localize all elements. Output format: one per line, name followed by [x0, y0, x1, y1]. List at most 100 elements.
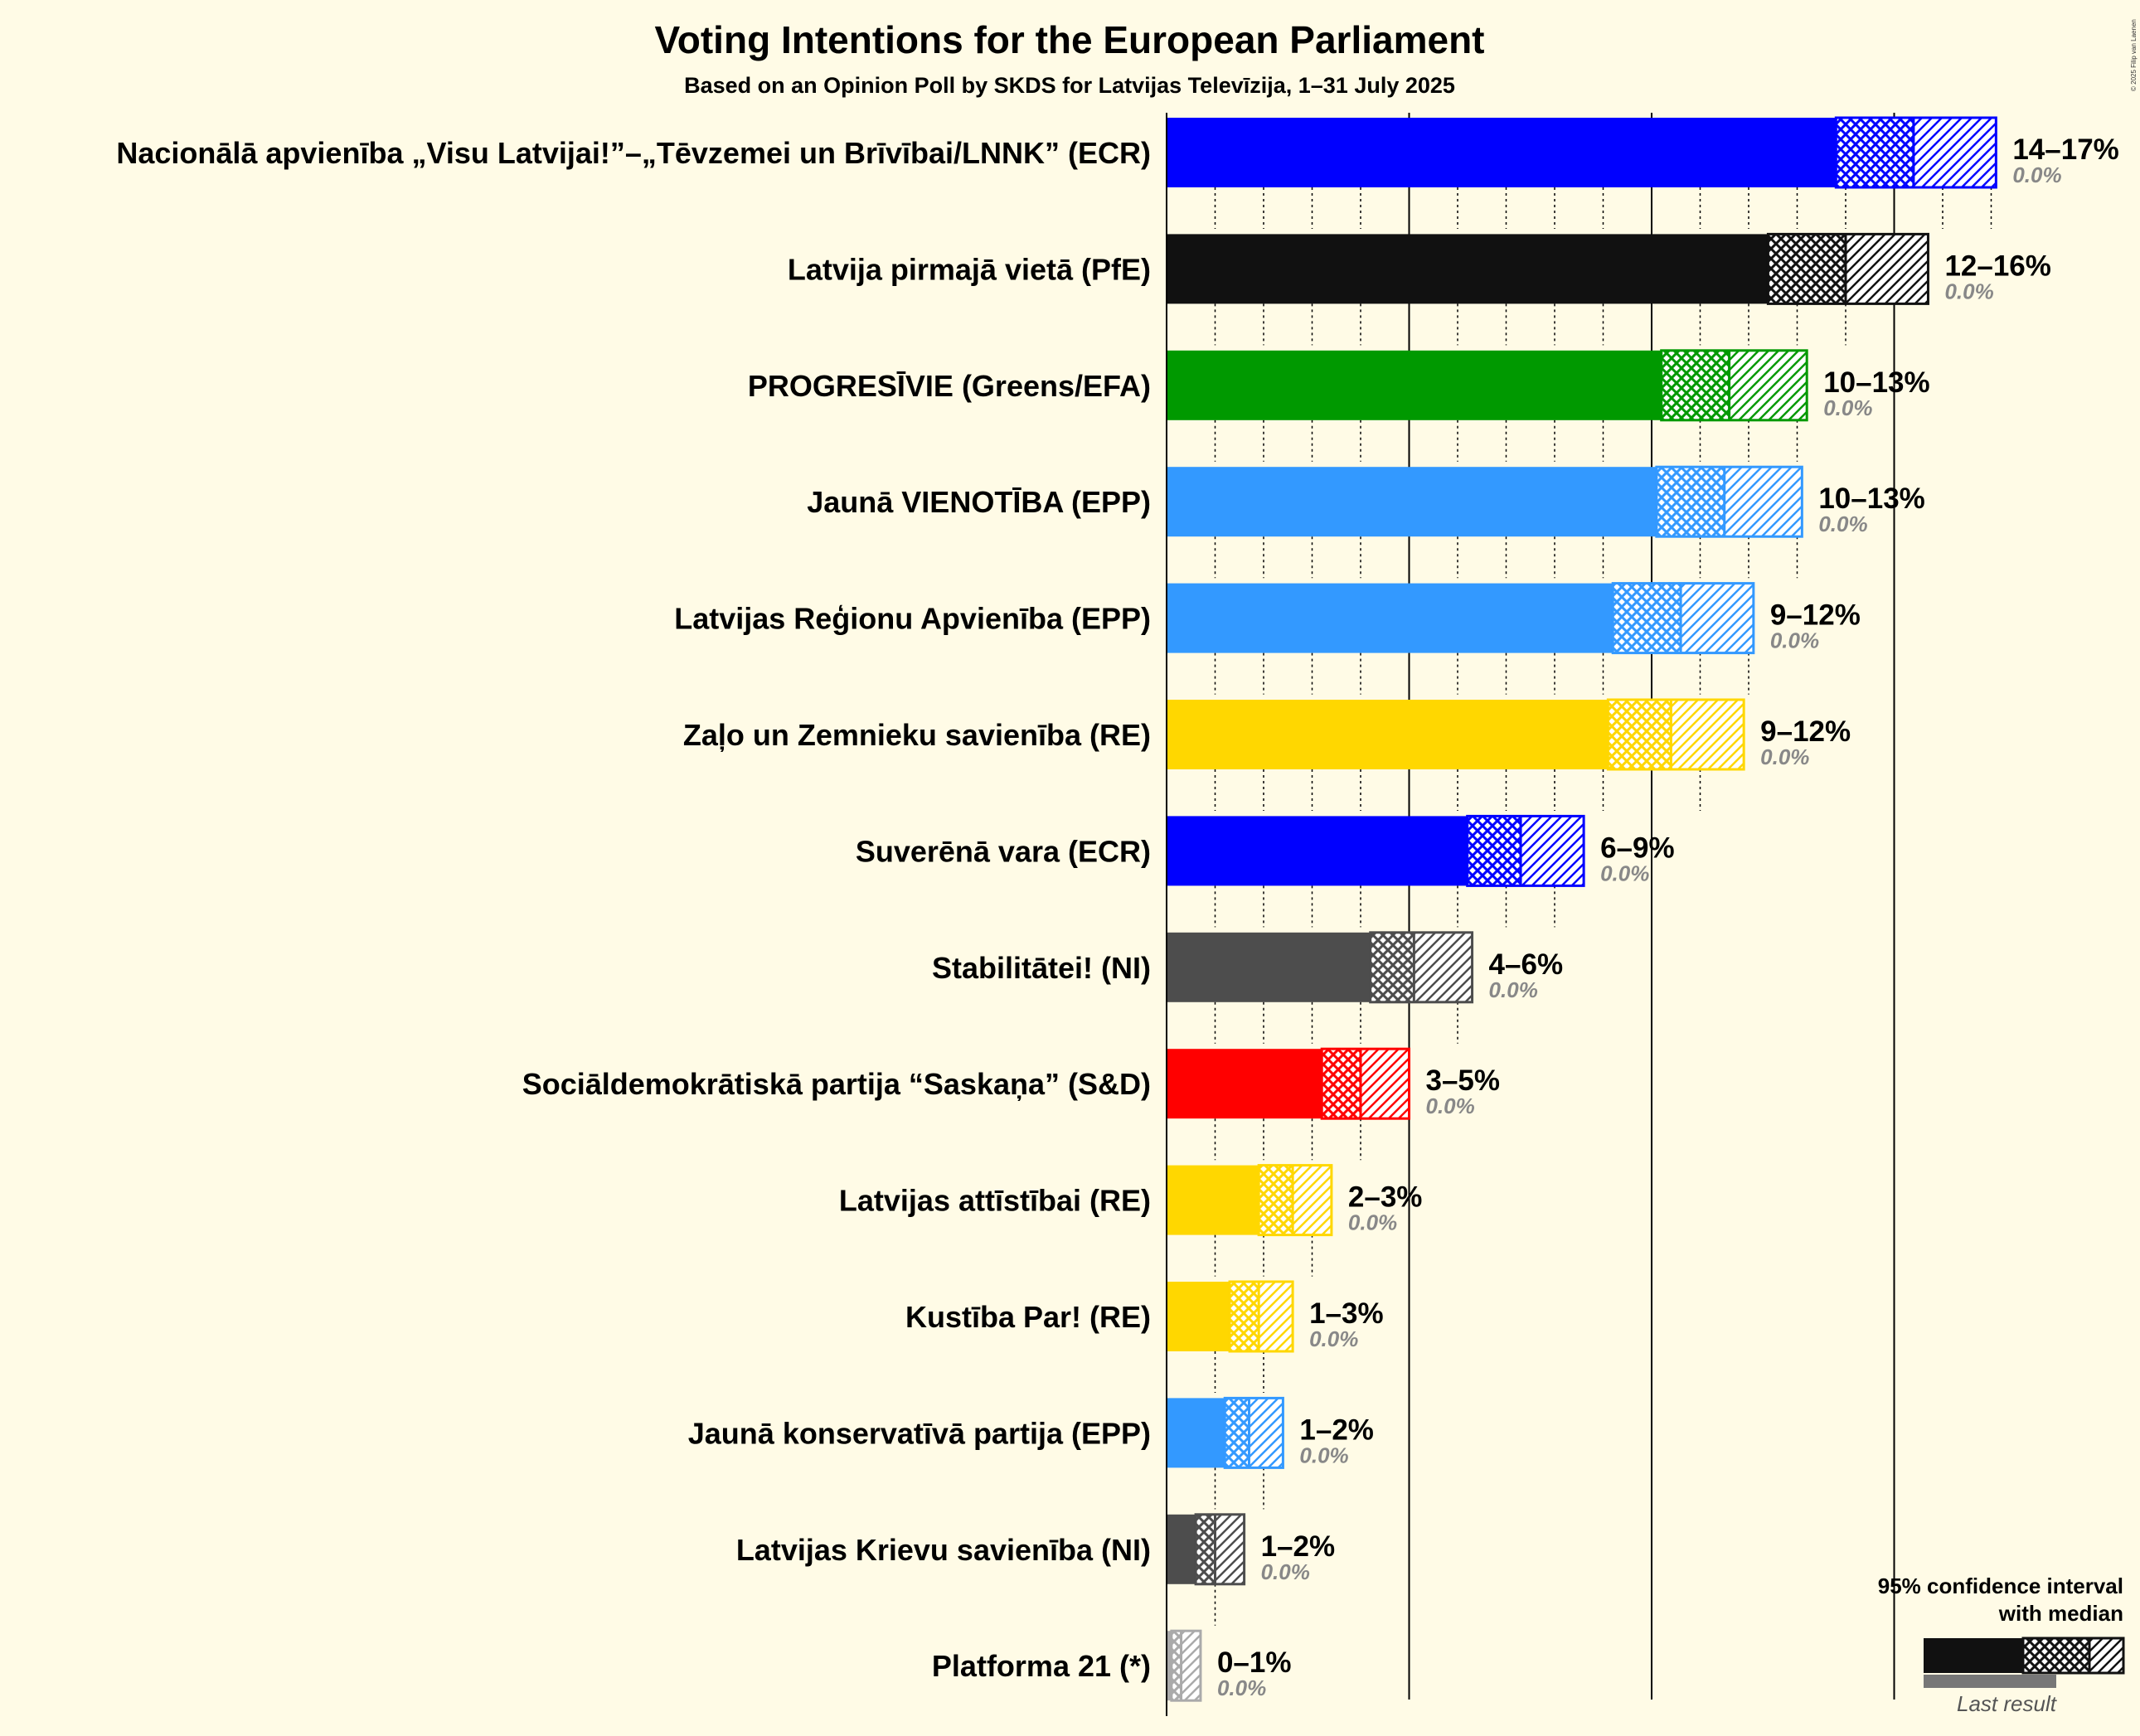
range-label: 14–17% [2012, 133, 2118, 166]
party-label: Jaunā konservatīvā partija (EPP) [688, 1416, 1151, 1450]
legend-line2: with median [1998, 1601, 2123, 1626]
legend: 95% confidence interval with median Last… [1878, 1574, 2125, 1716]
range-label: 1–2% [1299, 1414, 1374, 1446]
bar-solid [1167, 1514, 1196, 1584]
bar-ci-outline [1170, 1629, 1202, 1702]
bar-ci-lower [1225, 1398, 1250, 1468]
bar-ci-outline [1466, 814, 1585, 887]
bar-solid [1167, 118, 1837, 187]
party-label: Platforma 21 (*) [932, 1649, 1151, 1683]
party-label: Latvija pirmajā vietā (PfE) [788, 252, 1151, 286]
range-label: 3–5% [1426, 1064, 1501, 1097]
party-row: Jaunā VIENOTĪBA (EPP) 10–13%0.0% [807, 465, 1925, 538]
bar-ci-lower [1836, 118, 1914, 187]
copyright-note: © 2025 Filip van Laenen [2130, 19, 2138, 91]
party-label: Nacionālā apvienība „Visu Latvijai!”–„Tē… [116, 136, 1151, 170]
last-result-label: 0.0% [1944, 279, 1993, 303]
party-row: Latvijas Krievu savienība (NI) 1–2%0.0% [736, 1513, 1336, 1586]
range-label: 12–16% [1944, 250, 2050, 282]
range-label: 9–12% [1760, 715, 1851, 748]
bars: Nacionālā apvienība „Visu Latvijai!”–„Tē… [116, 116, 2119, 1702]
legend-median-swatch [2021, 1637, 2091, 1675]
range-label: 4–6% [1489, 948, 1564, 981]
last-result-label: 0.0% [1600, 861, 1649, 885]
last-result-label: 0.0% [1489, 977, 1538, 1002]
bar-ci-upper [1681, 583, 1754, 653]
chart-subtitle: Based on an Opinion Poll by SKDS for Lat… [684, 73, 1455, 98]
last-result-label: 0.0% [2012, 162, 2061, 187]
bar-ci-upper [1671, 700, 1745, 769]
bar-solid [1167, 932, 1371, 1002]
last-result-label: 0.0% [1823, 395, 1872, 420]
party-label: Latvijas Reģionu Apvienība (EPP) [674, 602, 1151, 636]
bar-ci-outline [1257, 1164, 1333, 1237]
bar-ci-lower [1467, 816, 1521, 886]
bar-ci-upper [1724, 467, 1803, 537]
bar-ci-upper [1913, 118, 1997, 187]
last-result-label: 0.0% [1760, 744, 1809, 769]
bar-ci-lower [1322, 1049, 1361, 1119]
bar-ci-lower [1656, 467, 1725, 537]
last-result-label: 0.0% [1426, 1093, 1475, 1118]
bar-ci-upper [1521, 816, 1584, 886]
bar-solid [1167, 1631, 1172, 1701]
last-result-label: 0.0% [1261, 1559, 1310, 1584]
range-label: 2–3% [1348, 1181, 1423, 1214]
bar-solid [1167, 1398, 1225, 1468]
legend-last-result-swatch [1924, 1675, 2056, 1688]
bar-ci-lower [1768, 234, 1846, 304]
bar-ci-outline [1655, 465, 1803, 538]
party-row: Sociāldemokrātiskā partija “Saskaņa” (S&… [522, 1047, 1501, 1120]
bar-solid [1167, 816, 1468, 886]
party-row: Suverēnā vara (ECR) 6–9%0.0% [856, 814, 1675, 887]
party-row: Latvija pirmajā vietā (PfE) 12–16%0.0% [788, 232, 2051, 305]
party-label: Zaļo un Zemnieku savienība (RE) [683, 718, 1151, 752]
bar-solid [1167, 1049, 1322, 1119]
range-label: 6–9% [1600, 832, 1675, 864]
bar-ci-upper [1293, 1165, 1332, 1235]
party-row: Nacionālā apvienība „Visu Latvijai!”–„Tē… [116, 116, 2119, 189]
party-label: Kustība Par! (RE) [905, 1300, 1151, 1334]
bar-ci-lower [1196, 1514, 1216, 1584]
bar-solid [1167, 700, 1609, 769]
bar-ci-upper [1249, 1398, 1284, 1468]
bar-ci-outline [1606, 698, 1745, 771]
party-row: Platforma 21 (*) 0–1%0.0% [932, 1629, 1291, 1702]
legend-solid-swatch [1924, 1638, 2023, 1673]
party-row: Kustība Par! (RE) 1–3%0.0% [905, 1280, 1384, 1353]
party-label: Stabilitātei! (NI) [932, 951, 1151, 985]
bar-ci-outline [1228, 1280, 1294, 1353]
bar-ci-upper [1414, 932, 1473, 1002]
bar-ci-upper [1729, 350, 1808, 420]
range-label: 10–13% [1823, 366, 1929, 399]
chart-title: Voting Intentions for the European Parli… [655, 18, 1485, 61]
bar-solid [1167, 1165, 1259, 1235]
last-result-label: 0.0% [1309, 1326, 1358, 1351]
range-label: 1–2% [1261, 1530, 1336, 1563]
party-row: Jaunā konservatīvā partija (EPP) 1–2%0.0% [688, 1396, 1374, 1469]
legend-line1: 95% confidence interval [1878, 1574, 2123, 1598]
bar-ci-lower [1661, 350, 1730, 420]
bar-solid [1167, 583, 1613, 653]
bar-ci-outline [1766, 232, 1929, 305]
last-result-label: 0.0% [1818, 512, 1867, 536]
bar-ci-lower [1230, 1282, 1259, 1351]
party-label: PROGRESĪVIE (Greens/EFA) [748, 369, 1151, 403]
range-label: 9–12% [1770, 599, 1861, 632]
bar-ci-lower [1608, 700, 1672, 769]
party-label: Sociāldemokrātiskā partija “Saskaņa” (S&… [522, 1067, 1151, 1101]
bar-ci-outline [1223, 1396, 1284, 1469]
last-result-label: 0.0% [1348, 1210, 1397, 1235]
bar-ci-upper [1361, 1049, 1410, 1119]
last-result-label: 0.0% [1299, 1443, 1348, 1467]
bar-ci-lower [1171, 1631, 1182, 1701]
bar-solid [1167, 234, 1769, 304]
bar-ci-outline [1194, 1513, 1246, 1586]
range-label: 10–13% [1818, 482, 1924, 515]
party-label: Latvijas Krievu savienība (NI) [736, 1533, 1151, 1567]
bar-ci-upper [1215, 1514, 1245, 1584]
bar-ci-lower [1370, 932, 1415, 1002]
bar-solid [1167, 1282, 1230, 1351]
bar-solid [1167, 467, 1657, 537]
